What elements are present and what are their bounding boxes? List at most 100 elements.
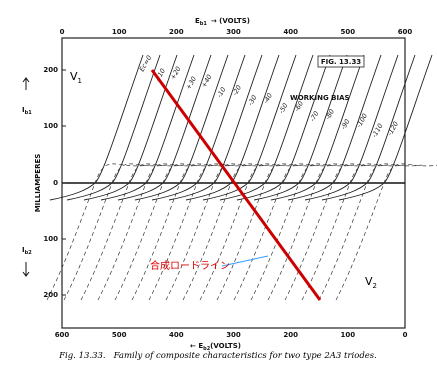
characteristic-curve xyxy=(134,54,229,201)
top-tick-label: 0 xyxy=(60,28,65,36)
bottom-tick-label: 500 xyxy=(112,331,127,339)
bottom-axis-label: ← Eb2(VOLTS) xyxy=(190,342,241,352)
bottom-tick-label: 600 xyxy=(55,331,70,339)
top-tick-label: 300 xyxy=(226,28,241,36)
symbol: E xyxy=(198,342,203,350)
top-tick-label: 200 xyxy=(169,28,184,36)
characteristic-curve xyxy=(117,54,212,201)
v2: V2 xyxy=(365,275,377,290)
characteristic-curve-dashed xyxy=(63,163,168,301)
characteristic-curve-dashed xyxy=(335,163,437,301)
characteristic-curve-dashed xyxy=(250,163,355,301)
characteristic-curve xyxy=(49,54,144,201)
characteristic-curve xyxy=(304,54,399,201)
working-bias: WORKING BIAS xyxy=(290,94,350,102)
i-b1: Ib1 xyxy=(22,106,32,116)
characteristic-curve xyxy=(253,54,348,201)
symbol: E xyxy=(195,17,200,25)
characteristic-curve xyxy=(202,54,297,201)
characteristic-curve xyxy=(100,54,195,201)
curve-label: -10 xyxy=(215,86,227,99)
curve-label: -40 xyxy=(262,92,274,105)
caption-number: Fig. 13.33. xyxy=(58,351,106,361)
characteristic-curve-dashed xyxy=(267,163,372,301)
characteristic-curve-dashed xyxy=(80,163,185,301)
characteristic-curve xyxy=(83,54,178,201)
symbol: I xyxy=(22,106,25,114)
characteristic-curve xyxy=(151,54,246,201)
top-tick-label: 600 xyxy=(398,28,413,36)
v1: V1 xyxy=(70,70,82,85)
characteristic-curve-dashed xyxy=(216,163,321,301)
curve-label: -100 xyxy=(355,112,369,129)
fig-box-frame xyxy=(317,55,365,68)
characteristic-curve-dashed xyxy=(114,163,219,301)
caption-text: Family of composite characteristics for … xyxy=(113,351,377,361)
characteristic-curve-dashed xyxy=(301,163,406,301)
v: V xyxy=(70,70,78,83)
subscript: b1 xyxy=(200,21,208,27)
characteristic-curve-dashed xyxy=(148,163,253,301)
left-tick-label: 100 xyxy=(43,235,58,243)
annotation-leader xyxy=(221,255,269,267)
curve-label: -20 xyxy=(231,84,243,97)
top-tick-label: 500 xyxy=(341,28,356,36)
curve-label: -80 xyxy=(324,108,336,121)
unit: (VOLTS) xyxy=(219,17,250,25)
subscript: b2 xyxy=(25,250,33,256)
characteristic-curve-dashed xyxy=(182,163,287,301)
subscript: b1 xyxy=(25,110,33,116)
left-tick-label: 100 xyxy=(43,122,58,130)
characteristic-curve-dashed xyxy=(131,163,236,301)
load-line xyxy=(150,69,322,301)
top-tick-label: 100 xyxy=(112,28,127,36)
axis-arrows xyxy=(22,77,30,277)
characteristic-curve xyxy=(321,54,416,201)
caption: Fig. 13.33. Family of composite character… xyxy=(58,351,377,361)
bottom-tick-label: 200 xyxy=(283,331,298,339)
y-axis-unit: MILLIAMPERES xyxy=(34,154,42,213)
sub: 1 xyxy=(78,77,82,85)
curve-label: -90 xyxy=(339,118,351,131)
characteristic-curve xyxy=(66,54,161,201)
subscript: b2 xyxy=(203,346,211,352)
bottom-tick-label: 300 xyxy=(226,331,241,339)
characteristic-curve-dashed xyxy=(199,163,304,301)
fig-box: FIG. 13.33 xyxy=(321,58,361,66)
i-b2: Ib2 xyxy=(22,246,32,256)
characteristic-curve-dashed xyxy=(284,163,389,301)
characteristic-curve xyxy=(236,54,331,201)
characteristic-curve-dashed xyxy=(165,163,270,301)
characteristic-curve xyxy=(168,54,263,201)
top-tick-label: 400 xyxy=(283,28,298,36)
top-axis-label: Eb1 → (VOLTS) xyxy=(195,17,250,27)
characteristic-curve-dashed xyxy=(233,163,338,301)
characteristic-curve-dashed xyxy=(46,163,151,301)
curve-label: +20 xyxy=(169,65,183,81)
unit: (VOLTS) xyxy=(210,342,241,350)
left-tick-label: 200 xyxy=(43,291,58,299)
bottom-tick-label: 0 xyxy=(403,331,408,339)
symbol: I xyxy=(22,246,25,254)
curve-label: +40 xyxy=(200,73,214,89)
characteristic-curve xyxy=(287,54,382,201)
annotation: 合成ロードライン xyxy=(150,259,230,272)
bottom-tick-label: 100 xyxy=(341,331,356,339)
curves: Ec=0+10 +20+30 +40-10 -20-30 -40-50 -60-70 -80… xyxy=(46,54,437,301)
left-tick-label: 0 xyxy=(53,179,58,187)
characteristic-curve xyxy=(338,54,433,201)
v: V xyxy=(365,275,373,288)
sub: 2 xyxy=(373,282,377,290)
curve-label: Ec=0 xyxy=(138,54,154,73)
bottom-tick-label: 400 xyxy=(169,331,184,339)
left-tick-label: 200 xyxy=(43,66,58,74)
curve-label: -110 xyxy=(370,122,384,139)
characteristic-curve-dashed xyxy=(318,163,423,301)
curve-label: -120 xyxy=(386,120,400,137)
characteristic-curve xyxy=(270,54,365,201)
characteristic-curve-dashed xyxy=(97,163,202,301)
